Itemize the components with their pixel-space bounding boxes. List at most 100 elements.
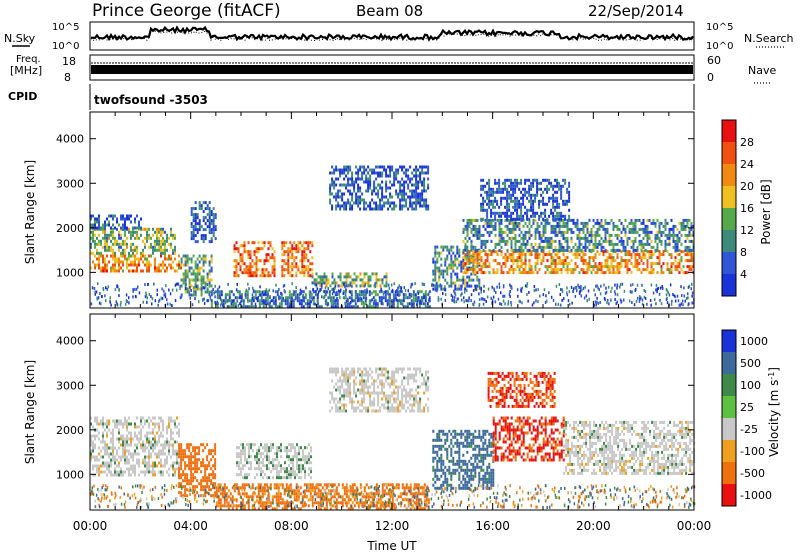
power-panel: 1000 2000 3000 4000 Slant Range [km] 28 24 20… [23,111,773,309]
date-label: 22/Sep/2014 [588,2,684,20]
power-colorbar-bin-0 [722,120,736,143]
power-y-axis: 1000 2000 3000 4000 [56,133,694,279]
station-title: Prince George (fitACF) [92,1,281,21]
power-x-ticks [89,112,695,308]
noise-panel: N.Sky 10^5 10^0 10^5 10^0 N.Search [4,21,794,52]
velocity-colorbar-bin-4 [722,418,736,441]
cpid-label: CPID [8,90,37,103]
power-colorbar-bin-2 [722,164,736,187]
power-region-9 [329,165,430,211]
time-tick-6: 00:00 [677,519,712,533]
power-colorbar-tick-6: 4 [740,268,747,281]
power-colorbar-bin-3 [722,186,736,209]
time-tick-0: 00:00 [73,519,108,533]
velocity-colorbar-bin-2 [722,374,736,397]
noise-tick-low-left: 10^0 [52,41,79,52]
power-ytick-2000: 2000 [56,222,84,235]
velocity-region-5 [432,429,495,490]
nave-tick-low: 0 [707,71,714,84]
freq-band [91,65,693,74]
freq-tick-high: 18 [62,55,76,68]
velocity-region-7 [563,420,696,475]
power-region-7 [311,272,388,288]
velocity-ylabel: Slant Range [km] [23,360,37,464]
power-colorbar-tick-1: 24 [740,158,754,171]
velocity-colorbar-tick-5: -100 [740,445,765,458]
time-tick-5: 20:00 [576,519,611,533]
power-colorbar-tick-2: 20 [740,180,754,193]
velocity-colorbar-tick-6: -500 [740,467,765,480]
power-region-2 [90,214,142,230]
noise-tick-high-right: 10^5 [706,22,733,33]
power-colorbar-bin-6 [722,252,736,275]
power-plot-area [90,165,695,309]
time-axis-label: Time UT [366,539,417,553]
velocity-sparse-scatter [90,484,696,509]
power-colorbar-tick-4: 12 [740,224,754,237]
velocity-ytick-1000: 1000 [56,468,84,481]
velocity-colorbar-tick-7: -1000 [740,489,772,502]
cpid-value: twofsound -3503 [94,93,208,107]
velocity-colorbar-tick-2: 100 [740,379,761,392]
power-ylabel: Slant Range [km] [23,160,37,264]
power-ytick-4000: 4000 [56,133,84,146]
power-colorbar-tick-3: 16 [740,202,754,215]
power-region-11 [462,250,695,275]
velocity-colorbar-tick-0: 1000 [740,335,768,348]
velocity-ytick-3000: 3000 [56,379,84,392]
power-region-4 [190,201,217,244]
power-colorbar-label: Power [dB] [759,179,773,244]
velocity-colorbar-bin-1 [722,352,736,375]
power-colorbar-bin-4 [722,208,736,231]
velocity-colorbar-bin-5 [722,440,736,463]
velocity-region-2 [236,443,312,480]
power-ytick-3000: 3000 [56,177,84,190]
power-region-5 [233,241,276,278]
noise-search-line [90,29,694,42]
power-colorbar-bin-5 [722,230,736,253]
velocity-colorbar-bin-0 [722,330,736,353]
velocity-region-1 [178,443,217,498]
power-colorbar-tick-0: 28 [740,136,754,149]
velocity-colorbar-label: Velocity [m s-1] [767,367,782,457]
velocity-colorbar-bin-7 [722,484,736,507]
noise-search-label: N.Search [744,32,794,45]
nave-tick-high: 60 [707,54,721,67]
time-tick-1: 04:00 [173,519,208,533]
power-region-3 [180,254,213,297]
velocity-colorbar: 1000 500 100 25 -25 -100 -500 -1000 [721,329,772,507]
noise-tick-high-left: 10^5 [52,22,79,33]
noise-sky-label: N.Sky [4,32,36,45]
freq-panel: Freq. [MHz] 18 8 60 0 Nave [10,54,776,84]
freq-label-line2: [MHz] [10,64,42,77]
power-region-6 [281,241,314,278]
velocity-region-3 [215,483,430,511]
velocity-y-axis: 1000 2000 3000 4000 [56,335,694,481]
velocity-ytick-2000: 2000 [56,424,84,437]
noise-tick-low-right: 10^0 [706,41,733,52]
power-region-0 [90,254,182,273]
velocity-colorbar-bin-6 [722,462,736,485]
velocity-x-axis: 00:00 04:00 08:00 12:00 16:00 20:00 00:00 [73,314,712,533]
velocity-region-0 [90,416,180,477]
cpid-panel: CPID twofsound -3503 [8,84,695,110]
power-region-13 [480,178,571,221]
velocity-panel: 1000 2000 3000 4000 00:00 04:00 08:00 12:00 16:… [23,313,782,553]
velocity-ytick-4000: 4000 [56,335,84,348]
power-colorbar-bin-1 [722,142,736,165]
power-ytick-1000: 1000 [56,266,84,279]
velocity-region-8 [487,371,556,408]
power-region-8 [210,290,431,309]
freq-label-line1: Freq. [16,54,41,65]
power-region-1 [90,227,176,255]
power-region-12 [462,218,695,252]
power-colorbar: 28 24 20 16 12 8 4 [721,119,754,297]
velocity-region-4 [329,367,430,413]
time-tick-2: 08:00 [274,519,309,533]
power-colorbar-tick-5: 8 [740,246,747,259]
time-tick-3: 12:00 [375,519,410,533]
velocity-plot-area [90,367,696,511]
velocity-colorbar-bin-3 [722,396,736,419]
nave-label: Nave [748,64,776,77]
